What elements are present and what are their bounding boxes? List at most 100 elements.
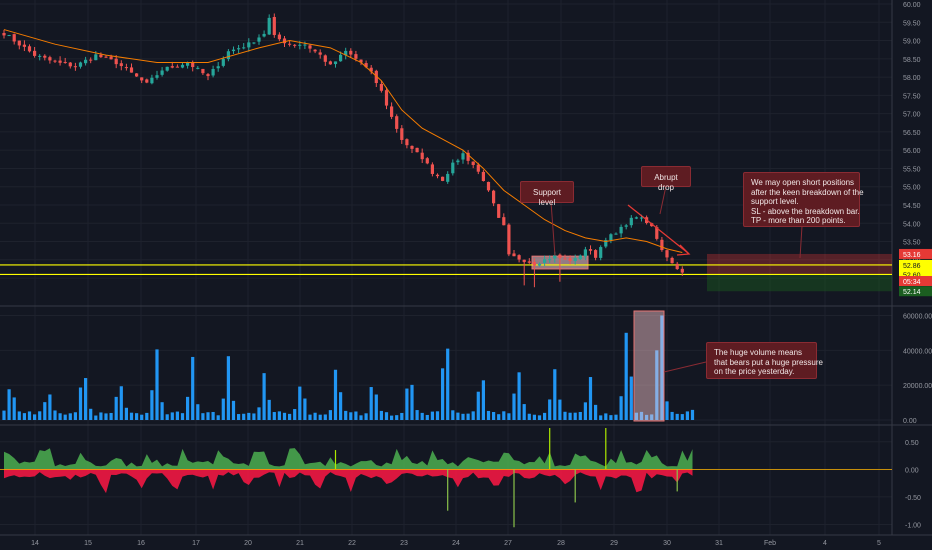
volume-bar (333, 369, 338, 420)
candle-down (323, 55, 327, 62)
candle-down (73, 66, 77, 68)
volume-bar (68, 413, 72, 420)
price-tick-label: 53.50 (903, 240, 921, 247)
volume-tick-label: 0.00 (903, 418, 917, 425)
candle-up (553, 255, 557, 259)
volume-bar (594, 404, 598, 420)
candle-up (339, 54, 343, 62)
volume-bar (568, 412, 572, 420)
volume-bar (38, 411, 42, 420)
moving-average-line (3, 29, 683, 253)
candle-down (441, 176, 445, 181)
price-tag-label: 53.16 (903, 252, 921, 259)
candle-up (543, 259, 547, 263)
volume-bar (231, 400, 236, 420)
candle-up (257, 37, 261, 42)
price-tick-label: 58.50 (903, 57, 921, 64)
candle-up (629, 217, 633, 226)
volume-bar (588, 377, 593, 420)
candle-down (588, 249, 593, 251)
price-tag-bg (899, 286, 932, 297)
candle-down (206, 74, 210, 77)
volume-bar (629, 376, 633, 420)
volume-bar (211, 411, 215, 420)
short-note-line: We may open short positions (751, 178, 855, 187)
volume-bar (186, 396, 190, 420)
candle-up (456, 160, 460, 163)
candle-up (573, 258, 577, 262)
volume-bar (328, 410, 332, 420)
annotation-connector (799, 225, 803, 259)
candle-up (247, 42, 251, 48)
volume-bar (339, 392, 343, 420)
candle-down (328, 61, 332, 65)
volume-bar (390, 415, 394, 420)
abrupt-drop-note[interactable]: Abrupt drop (641, 166, 691, 192)
volume-bar (27, 411, 32, 420)
annotation-connector (550, 201, 556, 257)
volume-bar (155, 349, 159, 420)
volume-bar (558, 399, 562, 420)
volume-bar (282, 412, 287, 420)
volume-bar (288, 413, 292, 420)
price-tick-label: 59.00 (903, 39, 921, 46)
volume-bar (257, 407, 261, 420)
candle-down (27, 46, 32, 52)
candle-down (410, 145, 414, 149)
volume-bar (277, 411, 281, 420)
volume-bar (63, 414, 67, 420)
oscillator (0, 428, 892, 528)
support-level-note[interactable]: Support level (520, 181, 574, 207)
candle-down (22, 44, 26, 47)
short-position-note[interactable]: We may open short positions after the ke… (743, 172, 864, 227)
price-tag-label: 52.14 (903, 289, 921, 296)
candle-down (364, 63, 368, 68)
volume-bar (43, 402, 47, 420)
volume-bar (639, 411, 644, 420)
volume-bar (517, 372, 521, 420)
candle-down (43, 55, 47, 58)
volume-highlight-box (633, 310, 665, 422)
volume-bar (690, 409, 695, 420)
candle-up (619, 226, 623, 234)
volume-bar (201, 413, 205, 420)
volume-bar (216, 415, 220, 420)
candle-up (84, 59, 88, 64)
volume-bar (191, 356, 195, 420)
candle-down (288, 43, 292, 45)
volume-note-line: that bears put a huge pressure (714, 357, 823, 367)
candle-up (639, 217, 644, 219)
candle-up (78, 62, 83, 67)
volume-bar (226, 356, 230, 420)
volume-bar (89, 408, 93, 420)
candle-up (94, 54, 98, 61)
volume-bar (604, 413, 608, 420)
price-tick-label: 57.00 (903, 112, 921, 119)
chart-annotations-marks (550, 185, 803, 373)
candle-down (170, 66, 174, 68)
candle-up (298, 44, 302, 46)
volume-bar (395, 415, 399, 420)
volume-bar (359, 415, 363, 420)
candle-up (624, 225, 628, 227)
candle-up (38, 55, 42, 57)
price-tick-label: 55.00 (903, 185, 921, 192)
candle-up (604, 240, 608, 247)
price-tick-label: 60.00 (903, 2, 921, 9)
volume-note[interactable]: The huge volume means that bears put a h… (706, 342, 823, 379)
volume-bar (645, 414, 649, 420)
date-tick-label: 4 (823, 540, 827, 547)
short-note-line: TP - more than 200 points. (751, 216, 846, 225)
date-tick-label: 30 (663, 540, 671, 547)
volume-bar (364, 413, 368, 420)
candle-down (492, 190, 496, 204)
short-note-line: after the keen breakdown of the (751, 187, 864, 197)
volume-note-line: on the price yesterday. (714, 367, 795, 376)
volume-bar (410, 384, 414, 420)
support-levels (0, 264, 892, 276)
candle-down (665, 250, 669, 258)
volume-bar (237, 414, 241, 420)
candle-down (354, 54, 358, 59)
volume-tick-label: 60000.00 (903, 313, 932, 320)
